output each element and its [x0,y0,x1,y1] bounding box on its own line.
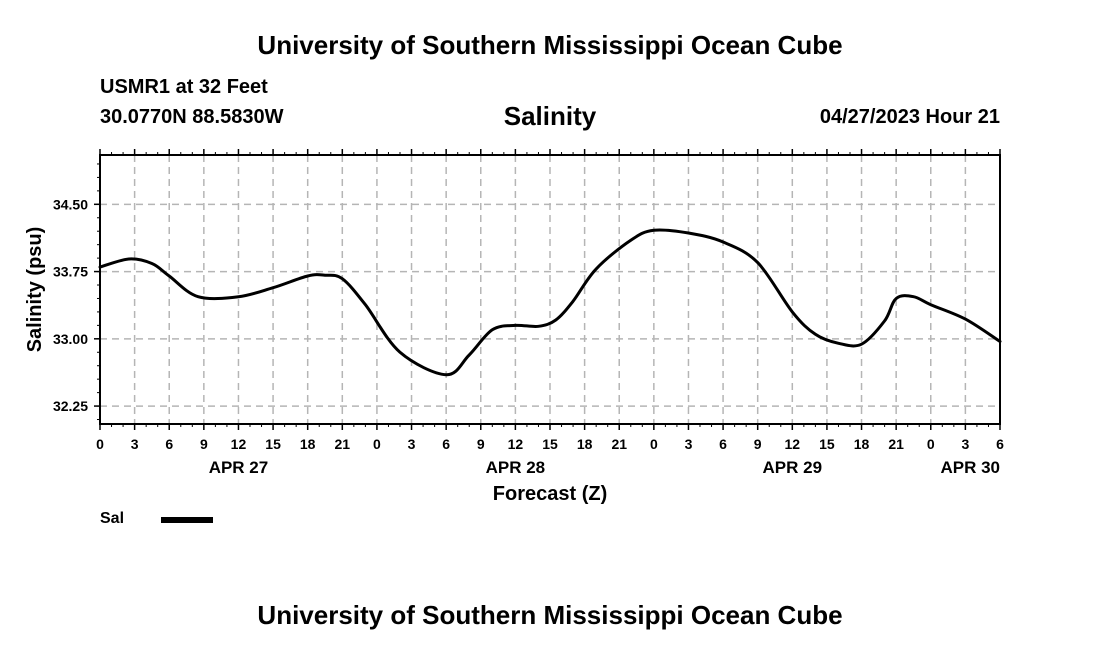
salinity-series-line [98,228,1002,377]
day-label: APR 27 [209,458,269,477]
x-tick-label: 21 [611,436,627,452]
station-name: USMR1 at 32 Feet [100,76,268,98]
x-tick-label: 18 [577,436,593,452]
grid-layer [100,155,1000,424]
x-tick-label: 0 [927,436,935,452]
forecast-timestamp: 04/27/2023 Hour 21 [819,106,1000,128]
station-coordinates: 30.0770N 88.5830W [100,106,284,128]
x-tick-label: 6 [719,436,727,452]
tick-layer [94,149,1001,430]
y-tick-label: 34.50 [53,196,88,212]
x-tick-label: 12 [785,436,801,452]
day-label: APR 29 [763,458,823,477]
x-tick-label: 15 [542,436,558,452]
page-title: University of Southern Mississippi Ocean… [257,30,843,60]
x-tick-label: 0 [373,436,381,452]
x-tick-label: 0 [96,436,104,452]
y-tick-label: 33.00 [53,331,88,347]
x-tick-label: 6 [442,436,450,452]
x-tick-label: 21 [335,436,351,452]
legend-swatch [161,517,213,523]
plot-frame [99,154,1001,425]
footer-title: University of Southern Mississippi Ocean… [257,600,843,630]
x-tick-label: 12 [508,436,524,452]
x-tick-label: 3 [408,436,416,452]
y-tick-label: 32.25 [53,398,88,414]
y-tick-label: 33.75 [53,264,88,280]
x-tick-label: 15 [819,436,835,452]
y-axis-label: Salinity (psu) [24,227,46,353]
x-tick-label: 9 [200,436,208,452]
x-tick-label: 3 [131,436,139,452]
x-tick-label: 3 [961,436,969,452]
x-tick-label: 9 [477,436,485,452]
chart-title: Salinity [503,101,597,131]
x-tick-label: 3 [685,436,693,452]
x-tick-label: 21 [888,436,904,452]
legend-label: Sal [100,510,125,527]
x-tick-label: 6 [165,436,173,452]
tick-label-layer: 0 3 6 9 12 15 18 21 0 3 6 9 12 15 18 21 0 3 6 9 12 15 18 21 0 3 6 3… [53,196,1004,477]
x-tick-label: 15 [265,436,281,452]
x-tick-label: 18 [300,436,316,452]
x-tick-label: 6 [996,436,1004,452]
day-label: APR 30 [940,458,1000,477]
x-tick-label: 18 [854,436,870,452]
x-tick-label: 12 [231,436,247,452]
x-tick-label: 9 [754,436,762,452]
x-axis-label: Forecast (Z) [493,483,607,505]
x-tick-label: 0 [650,436,658,452]
day-label: APR 28 [486,458,546,477]
